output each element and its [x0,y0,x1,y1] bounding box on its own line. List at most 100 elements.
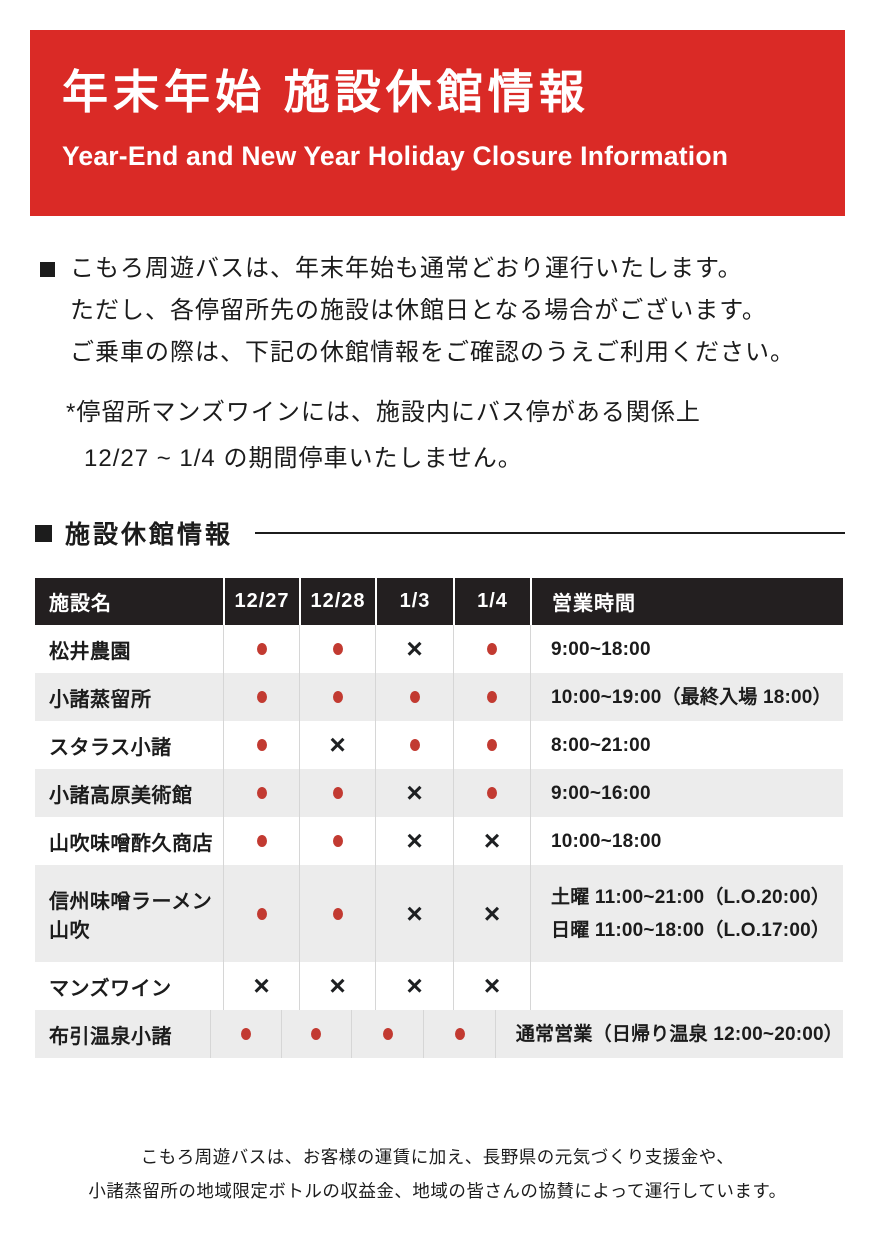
open-circle-mark [256,835,267,847]
status-cell [453,673,530,721]
status-cell [453,625,530,673]
hours-line: 9:00~18:00 [551,638,651,660]
column-header: 1/4 [453,578,530,625]
hours-line: 10:00~19:00（最終入場 18:00） [551,686,832,708]
table-row: 松井農園 × 9:00~18:00 [35,625,843,673]
hours-cell: 9:00~16:00 [530,769,843,817]
status-cell [223,817,299,865]
open-circle-mark [487,739,497,751]
status-cell: × [375,962,453,1010]
open-circle-mark [487,691,497,703]
footer-note: こもろ周遊バスは、お客様の運賃に加え、長野県の元気づくり支援金や、 小諸蒸留所の地… [0,1140,875,1208]
hours-cell [530,962,843,1010]
table-row: 信州味噌ラーメン山吹 × × 土曜 11:00~21:00（L.O.20:00） 日曜 … [35,865,843,962]
status-cell [375,721,453,769]
status-cell [223,625,299,673]
table-row: 小諸高原美術館 × 9:00~16:00 [35,769,843,817]
hours-cell: 10:00~19:00（最終入場 18:00） [530,673,843,721]
status-cell [223,865,299,962]
notice-line: ただし、各停留所先の施設は休館日となる場合がございます。 [70,297,767,324]
status-cell: × [453,962,530,1010]
facility-name-cell: 小諸高原美術館 [49,784,193,807]
status-cell: × [453,817,530,865]
closed-x-mark: × [406,777,423,808]
status-cell [299,865,375,962]
closed-x-mark: × [406,897,423,929]
page-title: 年末年始 施設休館情報 [62,66,590,118]
hours-cell: 9:00~18:00 [530,625,843,673]
facility-name-cell: スタラス小諸 [49,736,172,759]
hours-line: 日曜 11:00~18:00（L.O.17:00） [551,919,831,941]
status-cell [210,1010,280,1058]
table-row: スタラス小諸 × 8:00~21:00 [35,721,843,769]
open-circle-mark [256,787,267,799]
status-cell: × [453,865,530,962]
open-circle-mark [409,691,420,703]
open-circle-mark [382,1028,393,1040]
closed-x-mark: × [483,825,501,856]
facility-name-cell: 信州味噌ラーメン山吹 [49,890,213,942]
note-line: *停留所マンズワインには、施設内にバス停がある関係上 [66,399,701,426]
page-subtitle: Year-End and New Year Holiday Closure In… [62,141,729,171]
status-cell: × [299,721,375,769]
open-circle-mark [256,691,267,703]
closed-x-mark: × [406,633,423,664]
hours-cell: 通常営業（日帰り温泉 12:00~20:00） [494,1010,843,1058]
column-header: 12/27 [223,578,299,625]
section-header: 施設休館情報 [35,515,845,551]
status-cell [453,769,530,817]
hours-line: 8:00~21:00 [551,734,651,756]
table-row: マンズワイン × × × × [35,962,843,1010]
hours-cell: 土曜 11:00~21:00（L.O.20:00） 日曜 11:00~18:00（… [530,865,843,962]
footer-line: こもろ周遊バスは、お客様の運賃に加え、長野県の元気づくり支援金や、 [140,1147,735,1167]
closed-x-mark: × [329,729,346,760]
hours-line: 10:00~18:00 [551,830,662,852]
column-header: 12/28 [299,578,375,625]
status-cell [223,769,299,817]
notice-line: ご乗車の際は、下記の休館情報をご確認のうえご利用ください。 [70,339,795,366]
open-circle-mark [332,835,343,847]
facility-name-cell: マンズワイン [49,977,172,1000]
closed-x-mark: × [406,825,423,856]
closure-table: 施設名 12/27 12/28 1/3 1/4 営業時間 松井農園 × 9:00~18:00 小… [35,578,843,1058]
hours-line: 土曜 11:00~21:00（L.O.20:00） [551,886,831,908]
table-row: 山吹味噌酢久商店 × × 10:00~18:00 [35,817,843,865]
open-circle-mark [332,691,343,703]
open-circle-mark [487,643,497,655]
closed-x-mark: × [483,897,501,929]
column-header: 1/3 [375,578,453,625]
table-row: 布引温泉小諸 通常営業（日帰り温泉 12:00~20:00） [35,1010,843,1058]
status-cell: × [375,625,453,673]
status-cell: × [375,865,453,962]
status-cell: × [375,817,453,865]
column-header: 施設名 [49,593,112,615]
closed-x-mark: × [329,970,346,1001]
note-line: 12/27 ~ 1/4 の期間停車いたしません。 [84,445,523,472]
status-cell [280,1010,351,1058]
hours-line: 通常営業（日帰り温泉 12:00~20:00） [515,1023,843,1045]
section-bullet-square [35,524,52,542]
status-cell [453,721,530,769]
column-header: 営業時間 [530,578,843,625]
notice-line: こもろ周遊バスは、年末年始も通常どおり運行いたします。 [70,255,743,282]
table-body: 松井農園 × 9:00~18:00 小諸蒸留所 10:00~19:00（最終入場 18:… [35,625,843,1058]
open-circle-mark [240,1028,251,1040]
status-cell [351,1010,423,1058]
open-circle-mark [332,787,343,799]
facility-name-cell: 布引温泉小諸 [49,1025,172,1048]
facility-name-cell: 小諸蒸留所 [49,688,152,711]
table-header-row: 施設名 12/27 12/28 1/3 1/4 営業時間 [35,578,843,625]
open-circle-mark [311,1028,322,1040]
closed-x-mark: × [483,970,501,1001]
status-cell [299,769,375,817]
notice-paragraph: こもろ周遊バスは、年末年始も通常どおり運行いたします。 ただし、各停留所先の施設は… [70,248,795,374]
status-cell: × [375,769,453,817]
facility-name-cell: 松井農園 [49,640,131,663]
open-circle-mark [256,907,267,920]
status-cell: × [299,962,375,1010]
notice-bullet-square [40,262,55,277]
hours-cell: 8:00~21:00 [530,721,843,769]
closed-x-mark: × [253,970,270,1001]
hours-line: 9:00~16:00 [551,782,651,804]
